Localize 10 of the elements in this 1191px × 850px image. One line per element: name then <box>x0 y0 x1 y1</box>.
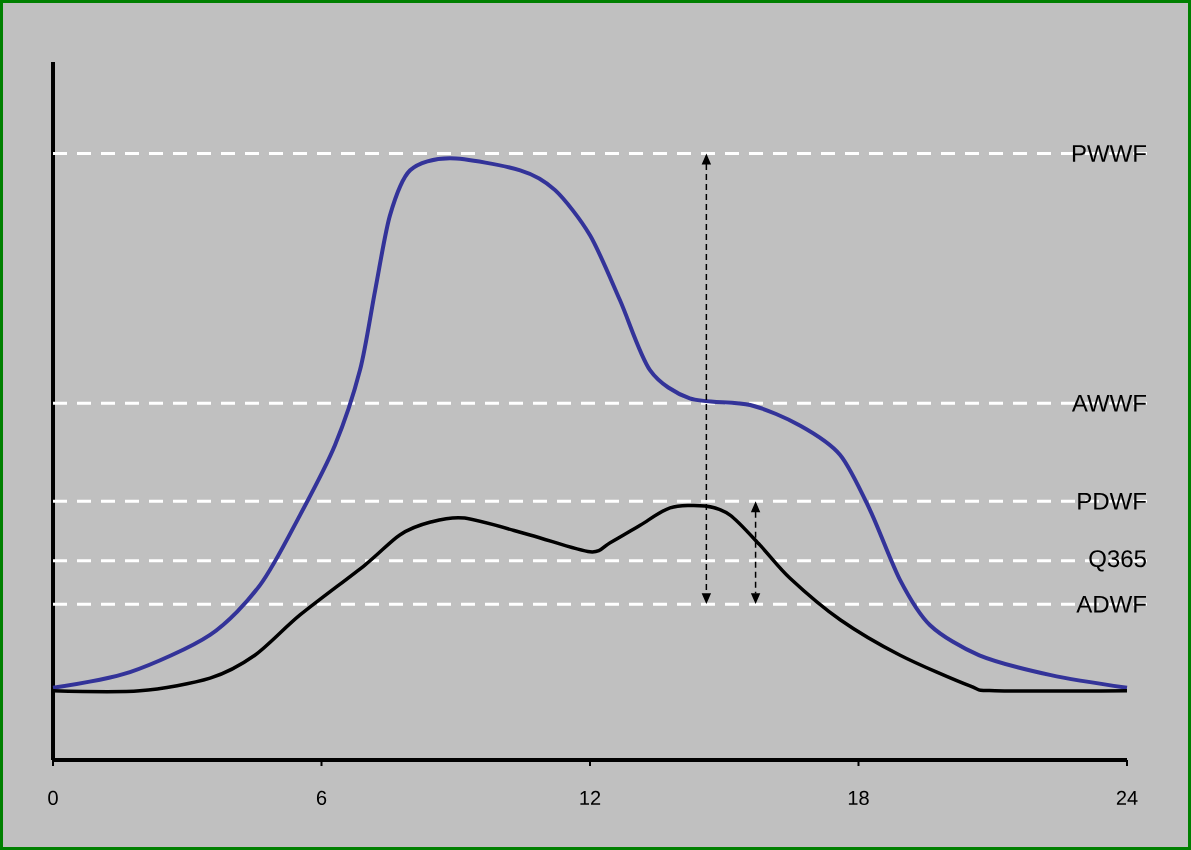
x-tick-label: 12 <box>580 790 601 805</box>
ref-line-label: PWWF <box>1072 145 1146 162</box>
ref-line-label: Q365 <box>1089 550 1146 572</box>
ref-line-label: AWWF <box>1071 394 1146 412</box>
ref-line-label: PDWF <box>1078 492 1146 510</box>
x-tick-label: 18 <box>848 790 869 806</box>
ref-line-label: ADWF <box>1076 595 1146 613</box>
x-tick-label: 24 <box>1116 790 1138 805</box>
x-tick-label: 6 <box>316 790 327 806</box>
x-tick-label: 0 <box>48 790 58 806</box>
